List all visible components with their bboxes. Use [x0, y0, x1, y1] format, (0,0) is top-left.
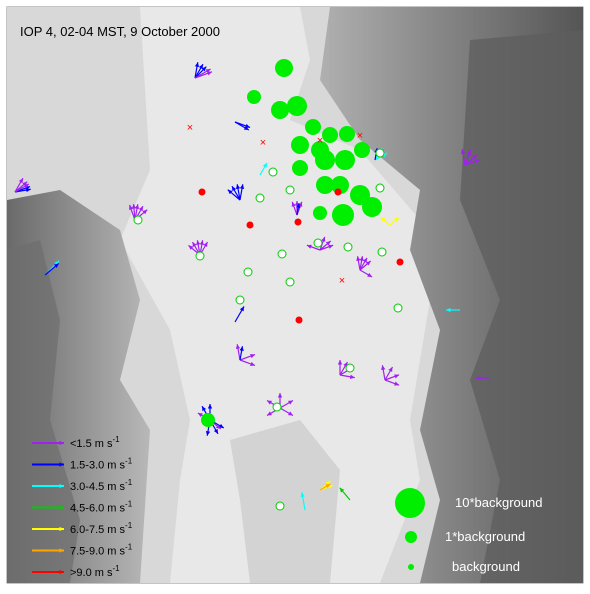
tracer-circle [275, 59, 293, 77]
release-point [247, 222, 254, 229]
site-marker: × [339, 275, 345, 287]
release-point [397, 259, 404, 266]
legend-circle [395, 488, 425, 518]
sampler-site [256, 194, 264, 202]
legend-label-exponent: -1 [113, 564, 121, 573]
legend-label-exponent: -1 [125, 500, 133, 509]
site-marker: × [317, 135, 323, 147]
release-point [199, 189, 206, 196]
sampler-site [236, 296, 244, 304]
tracer-circle [335, 150, 355, 170]
tracer-circle [201, 413, 215, 427]
legend-label-text: 7.5-9.0 m s [70, 546, 126, 558]
tracer-circle [354, 142, 370, 158]
sampler-site [344, 243, 352, 251]
tracer-circle [339, 126, 355, 142]
sampler-site [244, 268, 252, 276]
tracer-circle [247, 90, 261, 104]
legend-label-exponent: -1 [125, 478, 133, 487]
tracer-circle [287, 96, 307, 116]
legend-label-text: 1.5-3.0 m s [70, 460, 126, 472]
legend-label: 1*background [445, 529, 525, 544]
tracer-circle [313, 206, 327, 220]
sampler-site [314, 239, 322, 247]
legend-label-text: 6.0-7.5 m s [70, 524, 126, 536]
release-point [335, 189, 342, 196]
sampler-site [273, 403, 281, 411]
sampler-site [376, 184, 384, 192]
sampler-site [286, 278, 294, 286]
sampler-site [134, 216, 142, 224]
site-marker: × [260, 137, 266, 149]
sampler-site [278, 250, 286, 258]
sampler-site [286, 186, 294, 194]
site-marker: × [187, 122, 193, 134]
tracer-circle [291, 136, 309, 154]
tracer-circle [332, 204, 354, 226]
tracer-circle [271, 101, 289, 119]
sampler-site [378, 248, 386, 256]
legend-circle [405, 531, 417, 543]
site-marker: × [357, 130, 363, 142]
sampler-site [276, 502, 284, 510]
map: IOP 4, 02-04 MST, 9 October 2000 × × × × × <… [0, 0, 590, 589]
tracer-circle [322, 127, 338, 143]
legend-label-exponent: -1 [125, 521, 133, 530]
legend-label-text: 4.5-6.0 m s [70, 503, 126, 515]
tracer-circle [362, 197, 382, 217]
sampler-site [196, 252, 204, 260]
legend-label-exponent: -1 [113, 435, 121, 444]
legend-label-text: >9.0 m s [70, 567, 113, 579]
release-point [296, 317, 303, 324]
legend-label-text: <1.5 m s [70, 438, 113, 450]
map-title: IOP 4, 02-04 MST, 9 October 2000 [20, 24, 220, 39]
legend-label: 1.5-3.0 m s-1 [70, 457, 133, 472]
sampler-site [376, 149, 384, 157]
tracer-circle [316, 176, 334, 194]
tracer-circle [305, 119, 321, 135]
legend-label: background [452, 559, 520, 574]
legend-label: 3.0-4.5 m s-1 [70, 478, 133, 493]
tracer-circle [292, 160, 308, 176]
legend-label: 7.5-9.0 m s-1 [70, 543, 133, 558]
sampler-site [269, 168, 277, 176]
legend-label-exponent: -1 [125, 543, 133, 552]
release-point [295, 219, 302, 226]
legend-circle [408, 564, 414, 570]
legend-label: 4.5-6.0 m s-1 [70, 500, 133, 515]
sampler-site [394, 304, 402, 312]
sampler-site [346, 364, 354, 372]
legend-label-exponent: -1 [125, 457, 133, 466]
legend-label: 6.0-7.5 m s-1 [70, 521, 133, 536]
legend-label: 10*background [455, 495, 542, 510]
legend-label-text: 3.0-4.5 m s [70, 481, 126, 493]
